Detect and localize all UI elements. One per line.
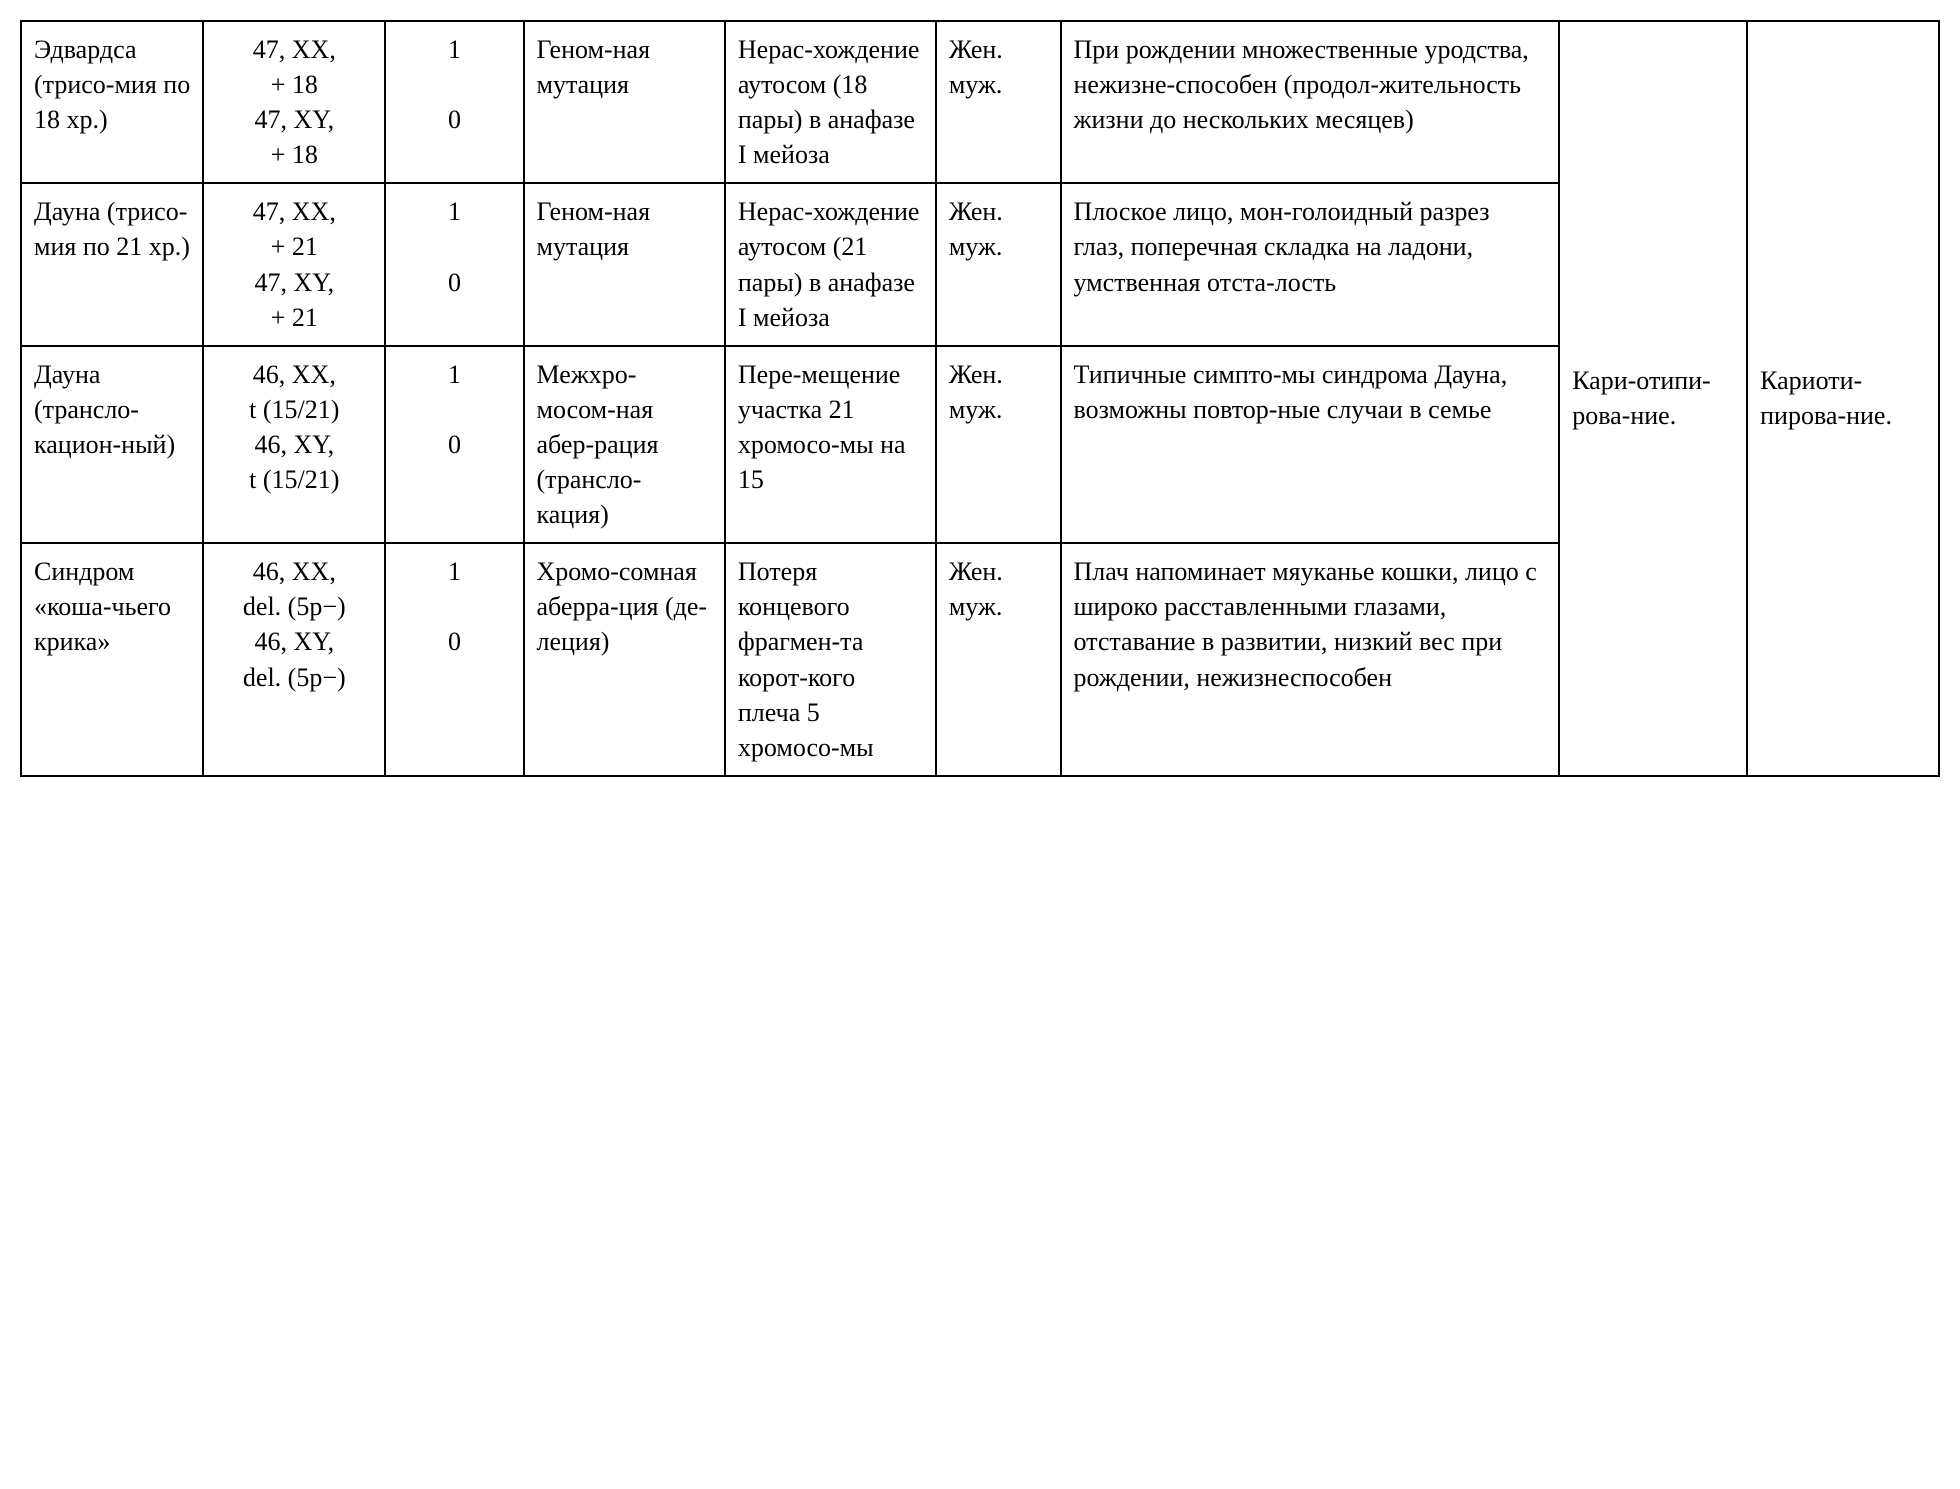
cell-syndrome: Дауна (трансло-кацион-ный) xyxy=(21,346,203,543)
cell-sex: Жен. муж. xyxy=(936,183,1061,345)
cell-syndrome: Синдром «коша-чьего крика» xyxy=(21,543,203,776)
cell-karyotype: 46, XX, del. (5p−) 46, XY, del. (5p−) xyxy=(203,543,385,776)
cell-mutation-type: Хромо-сомная аберра-ция (де-леция) xyxy=(524,543,725,776)
cell-mutation-type: Геном-ная мутация xyxy=(524,183,725,345)
cell-numbers: 1 0 xyxy=(385,21,523,183)
cell-karyotype: 46, XX, t (15/21) 46, XY, t (15/21) xyxy=(203,346,385,543)
syndromes-table: Эдвардса (трисо-мия по 18 хр.) 47, XX, +… xyxy=(20,20,1940,777)
cell-sex: Жен. муж. xyxy=(936,21,1061,183)
cell-clinical: Плоское лицо, мон-голоидный разрез глаз,… xyxy=(1061,183,1560,345)
cell-sex: Жен. муж. xyxy=(936,543,1061,776)
cell-karyotype: 47, XX, + 21 47, XY, + 21 xyxy=(203,183,385,345)
cell-karyotype: 47, XX, + 18 47, XY, + 18 xyxy=(203,21,385,183)
cell-clinical: При рождении множественные уродства, неж… xyxy=(1061,21,1560,183)
cell-mutation-type: Межхро-мосом-ная абер-рация (трансло-кац… xyxy=(524,346,725,543)
cell-diagnosis-1: Кари-отипи-рова-ние. xyxy=(1559,21,1747,776)
cell-numbers: 1 0 xyxy=(385,543,523,776)
cell-diagnosis-2: Кариоти-пирова-ние. xyxy=(1747,21,1939,776)
cell-clinical: Типичные симпто-мы синдрома Дауна, возмо… xyxy=(1061,346,1560,543)
cell-mutation-type: Геном-ная мутация xyxy=(524,21,725,183)
cell-numbers: 1 0 xyxy=(385,183,523,345)
cell-mechanism: Пере-мещение участка 21 хромосо-мы на 15 xyxy=(725,346,936,543)
cell-syndrome: Дауна (трисо-мия по 21 хр.) xyxy=(21,183,203,345)
cell-mechanism: Потеря концевого фрагмен-та корот-кого п… xyxy=(725,543,936,776)
cell-sex: Жен. муж. xyxy=(936,346,1061,543)
cell-clinical: Плач напоминает мяуканье кошки, лицо с ш… xyxy=(1061,543,1560,776)
cell-syndrome: Эдвардса (трисо-мия по 18 хр.) xyxy=(21,21,203,183)
cell-mechanism: Нерас-хождение аутосом (21 пары) в анафа… xyxy=(725,183,936,345)
cell-numbers: 1 0 xyxy=(385,346,523,543)
cell-mechanism: Нерас-хождение аутосом (18 пары) в анафа… xyxy=(725,21,936,183)
table-row: Эдвардса (трисо-мия по 18 хр.) 47, XX, +… xyxy=(21,21,1939,183)
